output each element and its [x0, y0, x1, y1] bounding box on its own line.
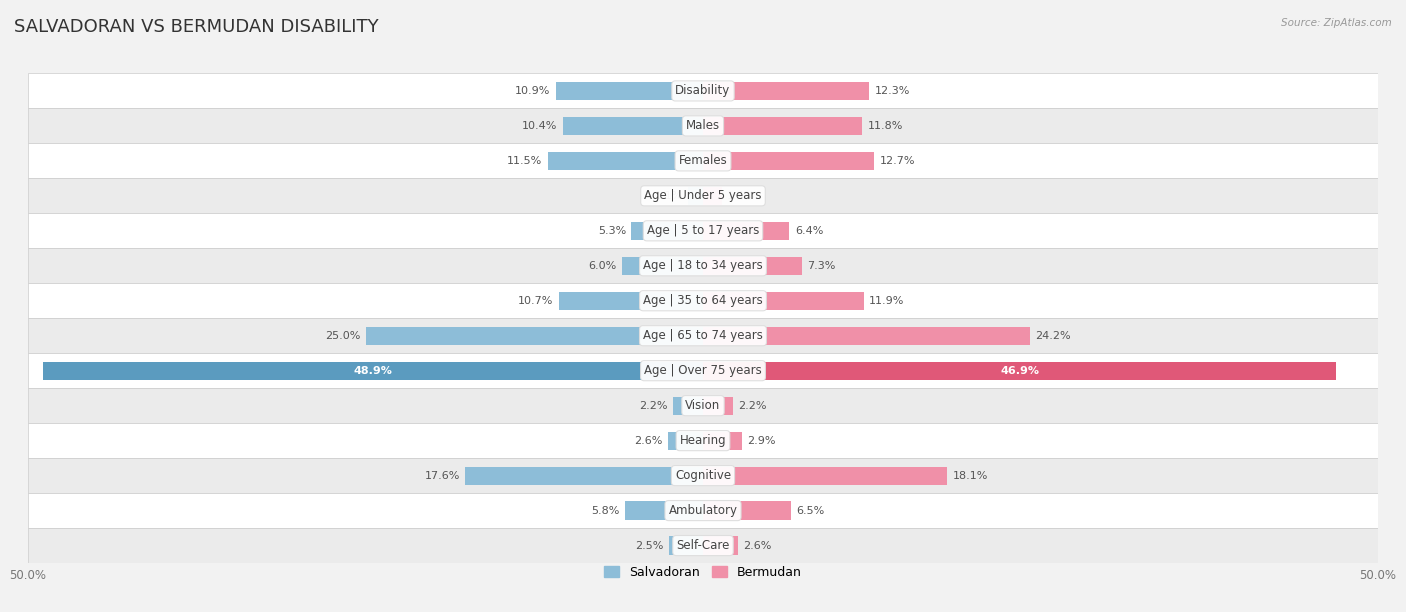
Bar — [28, 423, 1378, 458]
Text: 6.0%: 6.0% — [588, 261, 617, 271]
Text: Age | 35 to 64 years: Age | 35 to 64 years — [643, 294, 763, 307]
Text: Self-Care: Self-Care — [676, 539, 730, 552]
Bar — [562, 117, 703, 135]
Bar — [28, 143, 1378, 178]
Bar — [673, 397, 703, 415]
Bar — [28, 458, 1378, 493]
Text: Males: Males — [686, 119, 720, 132]
Bar — [558, 292, 703, 310]
Text: 2.6%: 2.6% — [634, 436, 662, 446]
Text: 17.6%: 17.6% — [425, 471, 460, 480]
Bar — [703, 256, 801, 275]
Text: 6.4%: 6.4% — [794, 226, 823, 236]
Text: 48.9%: 48.9% — [353, 366, 392, 376]
Legend: Salvadoran, Bermudan: Salvadoran, Bermudan — [599, 561, 807, 584]
Text: Vision: Vision — [685, 399, 721, 412]
Bar — [28, 353, 1378, 388]
Text: 6.5%: 6.5% — [796, 506, 824, 515]
Text: Age | Over 75 years: Age | Over 75 years — [644, 364, 762, 377]
Text: 10.4%: 10.4% — [522, 121, 557, 131]
Bar — [28, 178, 1378, 214]
Bar — [703, 117, 862, 135]
Text: Ambulatory: Ambulatory — [668, 504, 738, 517]
Bar — [703, 152, 875, 170]
Text: 2.6%: 2.6% — [744, 540, 772, 551]
Text: 1.4%: 1.4% — [727, 191, 755, 201]
Bar — [688, 187, 703, 205]
Bar — [703, 82, 869, 100]
Bar — [703, 222, 789, 240]
Text: 5.3%: 5.3% — [598, 226, 626, 236]
Text: 2.9%: 2.9% — [748, 436, 776, 446]
Text: Females: Females — [679, 154, 727, 167]
Text: 12.3%: 12.3% — [875, 86, 910, 96]
Text: Hearing: Hearing — [679, 434, 727, 447]
Bar — [703, 466, 948, 485]
Bar — [621, 256, 703, 275]
Bar — [28, 108, 1378, 143]
Text: Source: ZipAtlas.com: Source: ZipAtlas.com — [1281, 18, 1392, 28]
Text: 46.9%: 46.9% — [1000, 366, 1039, 376]
Bar — [28, 388, 1378, 423]
Text: 5.8%: 5.8% — [591, 506, 619, 515]
Text: Age | 5 to 17 years: Age | 5 to 17 years — [647, 225, 759, 237]
Bar — [366, 327, 703, 345]
Text: 11.8%: 11.8% — [868, 121, 903, 131]
Text: 11.9%: 11.9% — [869, 296, 904, 306]
Bar — [668, 431, 703, 450]
Text: 10.7%: 10.7% — [517, 296, 553, 306]
Bar — [548, 152, 703, 170]
Text: Disability: Disability — [675, 84, 731, 97]
Text: 2.2%: 2.2% — [640, 401, 668, 411]
Bar — [28, 248, 1378, 283]
Bar — [28, 214, 1378, 248]
Bar — [669, 537, 703, 554]
Bar — [28, 528, 1378, 563]
Text: 10.9%: 10.9% — [515, 86, 551, 96]
Bar — [703, 292, 863, 310]
Text: 12.7%: 12.7% — [880, 156, 915, 166]
Bar — [28, 318, 1378, 353]
Bar — [631, 222, 703, 240]
Bar — [28, 73, 1378, 108]
Bar — [28, 283, 1378, 318]
Text: 7.3%: 7.3% — [807, 261, 835, 271]
Text: SALVADORAN VS BERMUDAN DISABILITY: SALVADORAN VS BERMUDAN DISABILITY — [14, 18, 378, 36]
Bar — [703, 501, 790, 520]
Text: Age | 65 to 74 years: Age | 65 to 74 years — [643, 329, 763, 342]
Bar — [703, 397, 733, 415]
Text: Cognitive: Cognitive — [675, 469, 731, 482]
Bar — [465, 466, 703, 485]
Bar — [28, 493, 1378, 528]
Text: 1.1%: 1.1% — [655, 191, 683, 201]
Text: 24.2%: 24.2% — [1035, 330, 1070, 341]
Text: Age | Under 5 years: Age | Under 5 years — [644, 189, 762, 203]
Text: 2.2%: 2.2% — [738, 401, 766, 411]
Text: 25.0%: 25.0% — [325, 330, 360, 341]
Bar — [703, 362, 1336, 380]
Bar — [703, 431, 742, 450]
Bar — [703, 537, 738, 554]
Bar — [555, 82, 703, 100]
Text: Age | 18 to 34 years: Age | 18 to 34 years — [643, 259, 763, 272]
Bar — [703, 327, 1029, 345]
Bar — [624, 501, 703, 520]
Text: 2.5%: 2.5% — [636, 540, 664, 551]
Text: 18.1%: 18.1% — [953, 471, 988, 480]
Bar — [703, 187, 721, 205]
Bar — [44, 362, 703, 380]
Text: 11.5%: 11.5% — [508, 156, 543, 166]
